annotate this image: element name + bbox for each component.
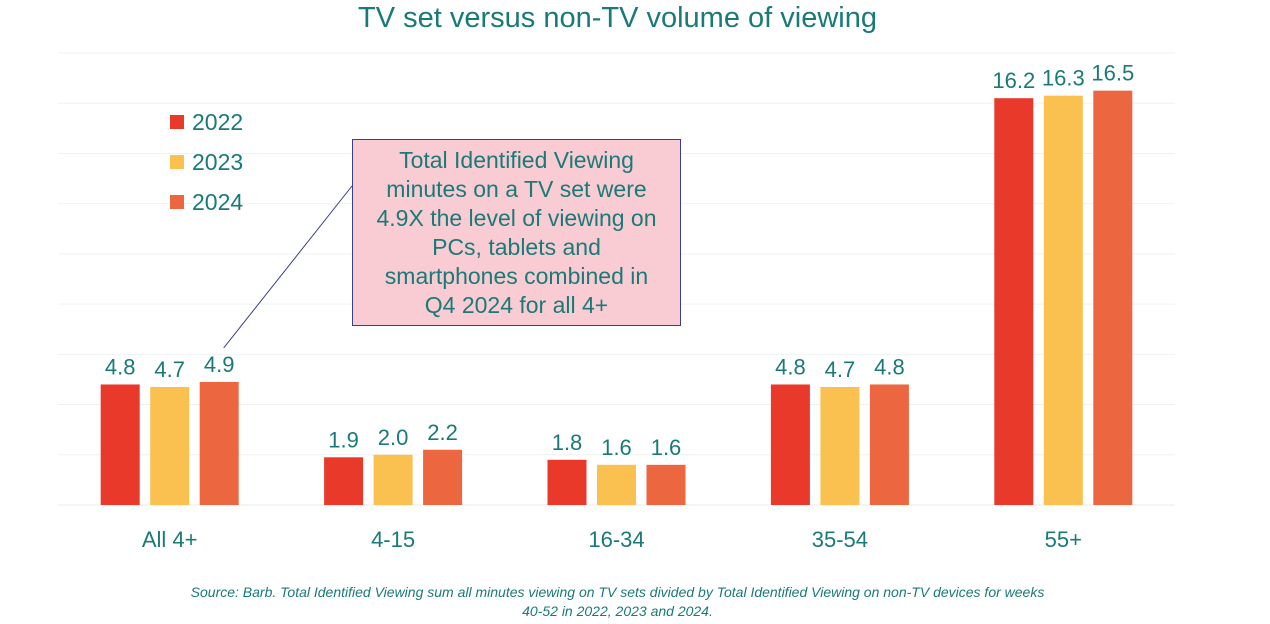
legend-item-2024: 2024: [170, 182, 243, 222]
legend-swatch-2024: [170, 195, 184, 209]
bar-2024-4-15: [423, 449, 463, 505]
data-label: 4.8: [874, 354, 905, 379]
bar-2022-4-15: [324, 457, 364, 505]
annotation-callout: Total Identified Viewing minutes on a TV…: [352, 139, 681, 326]
source-note: Source: Barb. Total Identified Viewing s…: [0, 583, 1235, 621]
bar-2024-35-54: [869, 384, 909, 505]
annotation-line: 4.9X the level of viewing on: [376, 204, 657, 231]
x-tick-label: 4-15: [371, 527, 415, 552]
x-tick-label: 35-54: [812, 527, 868, 552]
bar-2022-35-54: [770, 384, 810, 505]
annotation-text: Total Identified Viewing minutes on a TV…: [376, 146, 656, 320]
annotation-leader-line: [223, 185, 353, 349]
data-label: 16.5: [1091, 61, 1134, 86]
bar-2023-35-54: [820, 386, 860, 505]
annotation-line: Total Identified Viewing: [399, 146, 634, 173]
x-tick-label: All 4+: [142, 527, 198, 552]
annotation-line: PCs, tablets and: [432, 233, 601, 260]
data-label: 2.0: [378, 425, 409, 450]
source-line: Source: Barb. Total Identified Viewing s…: [190, 584, 1045, 600]
x-tick-label: 16-34: [588, 527, 644, 552]
bar-2024-16-34: [646, 464, 686, 505]
legend-label-2024: 2024: [192, 188, 244, 215]
data-label: 4.9: [204, 352, 235, 377]
source-line: 40-52 in 2022, 2023 and 2024.: [522, 603, 713, 619]
legend-swatch-2022: [170, 115, 184, 129]
data-label: 4.7: [825, 357, 856, 382]
bar-2022-55-: [994, 98, 1034, 505]
legend-swatch-2023: [170, 155, 184, 169]
data-label: 2.2: [427, 420, 458, 445]
legend-label-2023: 2023: [192, 148, 244, 175]
bar-2024-55-: [1093, 90, 1133, 506]
chart-title: TV set versus non-TV volume of viewing: [358, 2, 877, 34]
legend: 2022 2023 2024: [170, 102, 243, 222]
data-label: 1.6: [651, 435, 682, 460]
annotation-line: minutes on a TV set were: [386, 175, 647, 202]
bar-2023-4-15: [373, 454, 413, 505]
legend-item-2022: 2022: [170, 102, 243, 142]
annotation-line: Q4 2024 for all 4+: [424, 291, 609, 318]
x-tick-label: 55+: [1045, 527, 1082, 552]
data-label: 1.6: [601, 435, 632, 460]
data-label: 4.8: [775, 354, 806, 379]
data-label: 16.3: [1042, 66, 1085, 91]
data-label: 1.9: [328, 427, 359, 452]
data-label: 16.2: [992, 68, 1035, 93]
annotation-line: smartphones combined in: [384, 262, 649, 289]
data-label: 4.7: [154, 357, 185, 382]
bar-2023-all-4-: [150, 386, 190, 505]
legend-label-2022: 2022: [192, 108, 244, 135]
legend-item-2023: 2023: [170, 142, 243, 182]
bar-2023-16-34: [597, 464, 636, 505]
bar-2024-all-4-: [199, 381, 239, 505]
bar-2022-all-4-: [100, 384, 140, 505]
data-label: 1.8: [552, 430, 583, 455]
bar-2022-16-34: [547, 459, 587, 505]
data-label: 4.8: [105, 354, 136, 379]
bar-2023-55-: [1043, 95, 1083, 505]
